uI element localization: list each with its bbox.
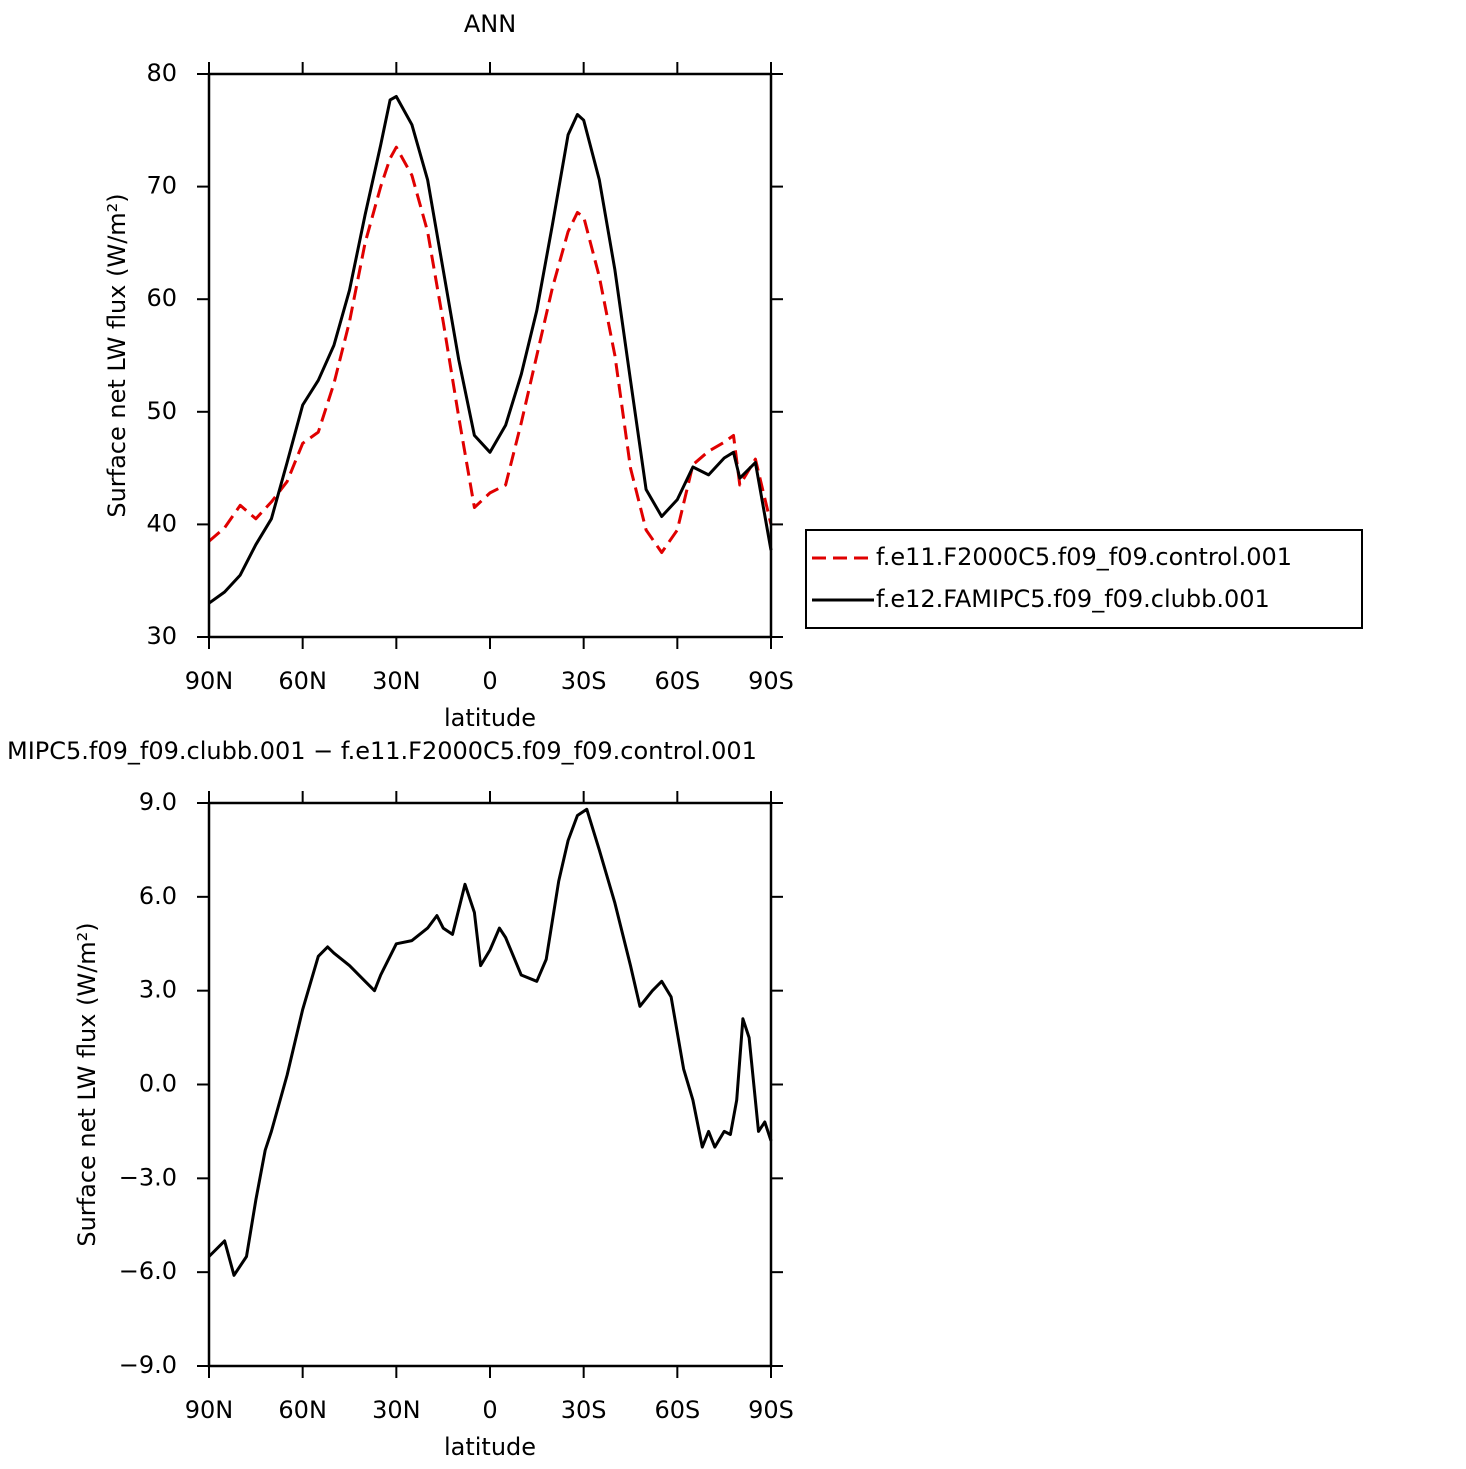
y-tick-label: 50 xyxy=(146,397,177,425)
x-tick-label: 30N xyxy=(372,667,421,695)
y-tick-label: −9.0 xyxy=(119,1351,177,1379)
x-tick-label: 0 xyxy=(482,1396,497,1424)
plot-frame xyxy=(207,801,773,1368)
y-axis-label: Surface net LW flux (W/m²) xyxy=(73,922,101,1246)
x-tick-label: 60N xyxy=(278,1396,327,1424)
y-tick-label: 9.0 xyxy=(139,788,177,816)
y-tick-label: −6.0 xyxy=(119,1257,177,1285)
y-axis-label: Surface net LW flux (W/m²) xyxy=(103,193,131,517)
y-tick-label: 0.0 xyxy=(139,1070,177,1098)
chart-title: MIPC5.f09_f09.clubb.001 − f.e11.F2000C5.… xyxy=(7,737,757,765)
x-tick-label: 30N xyxy=(372,1396,421,1424)
y-tick-label: 70 xyxy=(146,172,177,200)
y-tick-label: −3.0 xyxy=(119,1163,177,1191)
y-tick-label: 3.0 xyxy=(139,976,177,1004)
y-tick-label: 60 xyxy=(146,284,177,312)
x-tick-label: 60S xyxy=(654,667,700,695)
x-tick-label: 90S xyxy=(748,667,794,695)
plot-frame xyxy=(207,72,773,639)
x-tick-label: 60S xyxy=(654,1396,700,1424)
y-tick-label: 30 xyxy=(146,622,177,650)
x-tick-label: 30S xyxy=(561,667,607,695)
x-axis-label: latitude xyxy=(444,1433,536,1461)
y-tick-label: 40 xyxy=(146,509,177,537)
legend-label: f.e11.F2000C5.f09_f09.control.001 xyxy=(876,543,1292,571)
legend-label: f.e12.FAMIPC5.f09_f09.clubb.001 xyxy=(876,585,1270,613)
x-tick-label: 90N xyxy=(185,667,234,695)
x-tick-label: 90N xyxy=(185,1396,234,1424)
x-tick-label: 30S xyxy=(561,1396,607,1424)
y-tick-label: 80 xyxy=(146,59,177,87)
data-line xyxy=(207,807,773,1277)
x-axis-label: latitude xyxy=(444,704,536,732)
chart-title: ANN xyxy=(464,10,516,38)
x-tick-label: 90S xyxy=(748,1396,794,1424)
data-line xyxy=(208,95,773,605)
x-tick-label: 60N xyxy=(278,667,327,695)
legend-box xyxy=(805,529,1363,629)
data-line xyxy=(208,145,773,554)
y-tick-label: 6.0 xyxy=(139,882,177,910)
x-tick-label: 0 xyxy=(482,667,497,695)
